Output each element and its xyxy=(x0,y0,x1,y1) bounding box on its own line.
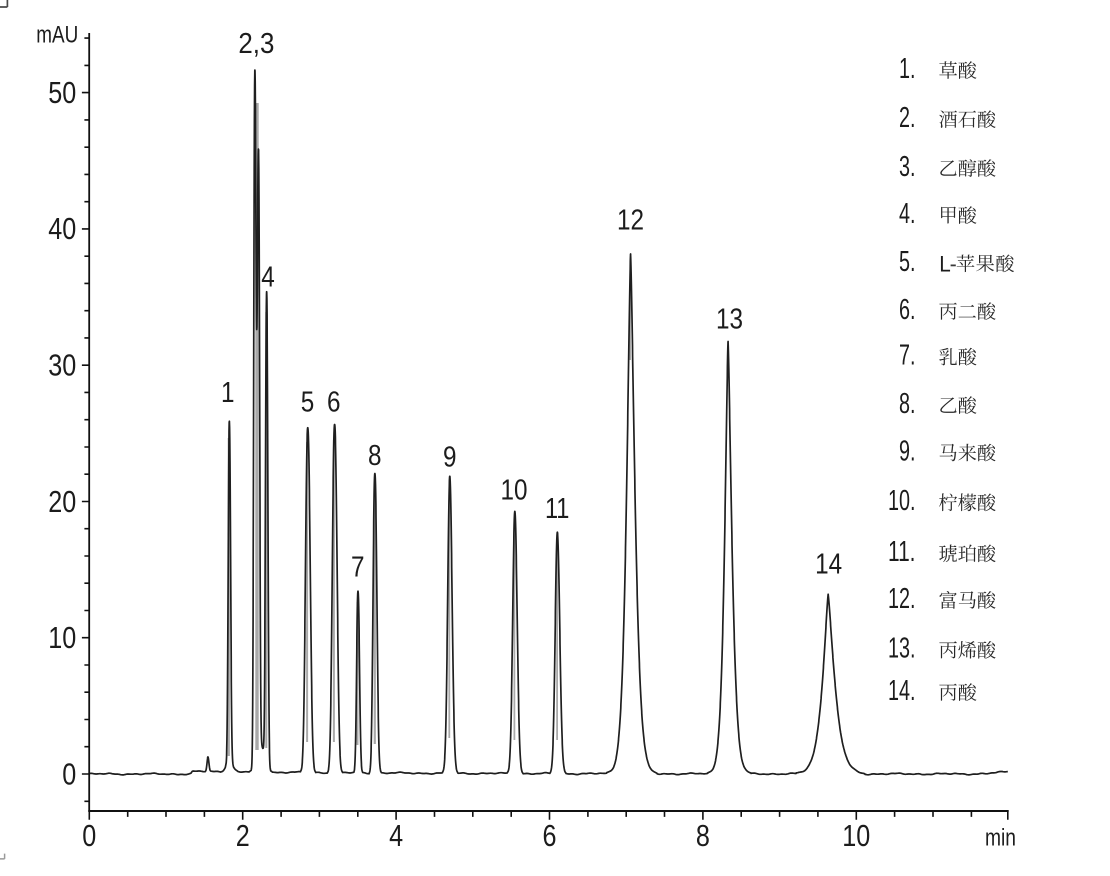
svg-text:5.: 5. xyxy=(899,246,916,278)
svg-text:2: 2 xyxy=(236,818,250,853)
svg-text:10.: 10. xyxy=(888,485,916,517)
svg-text:0: 0 xyxy=(62,756,76,791)
svg-text:12: 12 xyxy=(617,205,644,237)
svg-text:14: 14 xyxy=(815,549,842,581)
svg-text:10: 10 xyxy=(501,474,528,506)
svg-text:20: 20 xyxy=(48,484,76,519)
svg-text:mAU: mAU xyxy=(36,22,78,49)
svg-text:min: min xyxy=(985,825,1016,852)
svg-text:2,3: 2,3 xyxy=(238,28,274,60)
svg-text:11: 11 xyxy=(545,493,570,525)
svg-text:50: 50 xyxy=(48,75,76,110)
svg-text:40: 40 xyxy=(48,211,76,246)
svg-text:7.: 7. xyxy=(899,340,916,372)
svg-text:6: 6 xyxy=(327,387,341,419)
svg-text:8: 8 xyxy=(368,440,382,472)
svg-text:10: 10 xyxy=(48,620,76,655)
svg-text:12.: 12. xyxy=(888,583,916,615)
svg-text:3.: 3. xyxy=(899,151,916,183)
svg-text:8: 8 xyxy=(696,818,710,853)
svg-text:14.: 14. xyxy=(888,675,916,707)
svg-text:4.: 4. xyxy=(899,198,916,230)
svg-text:11.: 11. xyxy=(888,536,916,568)
svg-text:10: 10 xyxy=(842,818,870,853)
svg-text:9.: 9. xyxy=(899,435,916,467)
svg-text:0: 0 xyxy=(82,818,96,853)
svg-text:4: 4 xyxy=(261,262,275,294)
svg-text:L: L xyxy=(939,252,951,277)
svg-text:9: 9 xyxy=(443,442,457,474)
svg-text:6.: 6. xyxy=(899,294,916,326)
svg-text:13: 13 xyxy=(716,304,743,336)
svg-text:4: 4 xyxy=(389,818,403,853)
svg-text:13.: 13. xyxy=(888,633,916,665)
svg-text:5: 5 xyxy=(301,387,315,419)
svg-text:30: 30 xyxy=(48,347,76,382)
svg-text:1: 1 xyxy=(221,377,235,409)
svg-text:8.: 8. xyxy=(899,388,916,420)
svg-text:6: 6 xyxy=(543,818,557,853)
svg-text:1.: 1. xyxy=(899,53,916,85)
svg-text:2.: 2. xyxy=(899,102,916,134)
svg-text:7: 7 xyxy=(351,552,365,584)
